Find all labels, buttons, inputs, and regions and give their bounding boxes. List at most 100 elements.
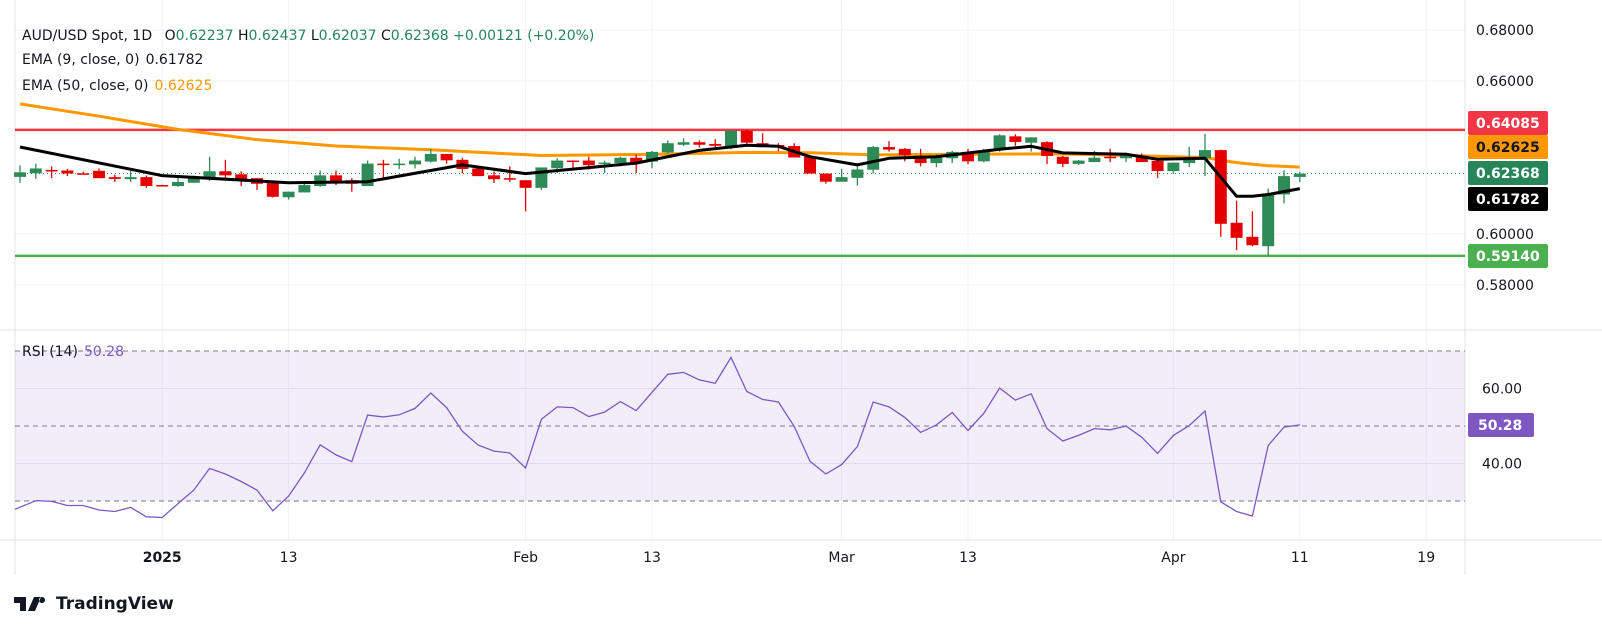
rsi-tick-label: 60.00 <box>1482 382 1522 398</box>
high-label: H <box>237 28 249 44</box>
high-value: 0.62437 <box>248 28 307 44</box>
change-value: +0.00121 (+0.20%) <box>453 28 595 44</box>
ema50-price-badge: 0.62625 <box>1468 135 1548 159</box>
candle <box>61 168 74 177</box>
candle-body <box>1199 150 1211 159</box>
badge-label: 0.61782 <box>1476 192 1540 208</box>
candle <box>1104 148 1117 163</box>
candle-body <box>187 177 200 183</box>
candle <box>1041 141 1053 165</box>
candle <box>693 140 706 148</box>
candle-body <box>630 157 643 163</box>
ema9-price-badge: 0.61782 <box>1468 187 1548 211</box>
candle-body <box>930 157 943 164</box>
symbol-legend: AUD/USD Spot, 1D O0.62237 H0.62437 L0.62… <box>22 28 594 44</box>
candle-body <box>898 148 911 156</box>
candle-body <box>440 153 453 161</box>
candle-body <box>266 183 279 197</box>
candle-body <box>156 185 169 187</box>
ema9-legend[interactable]: EMA (9, close, 0) 0.61782 <box>22 52 203 68</box>
candle <box>282 191 295 200</box>
candle-body <box>867 147 880 170</box>
badge-bg <box>1468 187 1548 211</box>
candle <box>1214 149 1227 237</box>
candle <box>77 171 90 175</box>
candle <box>29 163 42 179</box>
rsi-tick-label: 40.00 <box>1482 457 1522 473</box>
candle-body <box>740 130 753 143</box>
candle-body <box>819 173 832 182</box>
candle-body <box>646 151 658 162</box>
candle-body <box>1293 173 1306 177</box>
candle-body <box>61 170 74 174</box>
candle-body <box>661 143 674 153</box>
badge-bg <box>1468 135 1548 159</box>
ema9-line <box>19 143 1301 198</box>
candle-body <box>77 173 90 175</box>
tradingview-logo-text: TradingView <box>56 594 174 614</box>
time-tick-label: 13 <box>959 550 977 566</box>
candle-body <box>519 180 532 188</box>
candle <box>851 166 864 186</box>
candle <box>472 168 485 177</box>
rsi-legend[interactable]: RSI (14) 50.28 <box>22 344 124 360</box>
ema50-legend[interactable]: EMA (50, close, 0) 0.62625 <box>22 78 212 94</box>
price-tick-label: 0.60000 <box>1476 227 1534 243</box>
candle <box>1183 146 1196 168</box>
badge-label: 50.28 <box>1478 418 1522 434</box>
candle-body <box>993 135 1006 150</box>
time-tick-label: 2025 <box>143 550 182 566</box>
candle <box>1167 162 1180 174</box>
candle-body <box>45 169 58 172</box>
rsi-line <box>14 356 1300 519</box>
candle-body <box>14 172 26 177</box>
candle-body <box>567 160 579 163</box>
candle-body <box>203 171 216 179</box>
candle-body <box>677 142 690 145</box>
candle-body <box>977 150 990 162</box>
candle-body <box>851 169 864 178</box>
candle-body <box>377 163 390 166</box>
price-tick-label: 0.58000 <box>1476 278 1534 294</box>
candle <box>377 159 390 181</box>
candle-body <box>835 177 848 182</box>
candle-body <box>614 157 627 164</box>
candle-body <box>282 191 295 198</box>
candle <box>440 153 453 164</box>
candle-body <box>1262 194 1275 247</box>
badge-label: 0.59140 <box>1476 249 1540 265</box>
candle <box>1025 137 1038 152</box>
candle <box>108 174 121 182</box>
badge-bg <box>1468 244 1548 268</box>
candle <box>1009 134 1022 146</box>
candle-body <box>709 143 722 146</box>
candle-body <box>1088 157 1101 163</box>
candle <box>740 129 753 144</box>
candle <box>1199 133 1211 177</box>
tradingview-logo[interactable]: TradingView <box>14 594 174 614</box>
candle-body <box>804 156 816 174</box>
candle <box>835 168 848 182</box>
candle <box>1246 211 1259 247</box>
low-value: 0.62037 <box>318 28 377 44</box>
candle <box>266 183 279 198</box>
time-tick-label: Apr <box>1161 550 1185 566</box>
candle <box>409 156 421 169</box>
candle-body <box>472 168 485 177</box>
candle-body <box>582 160 595 166</box>
candle-body <box>235 174 248 179</box>
candle-body <box>551 160 564 169</box>
candle-body <box>693 142 706 145</box>
candle-body <box>124 177 137 180</box>
symbol-title[interactable]: AUD/USD Spot, 1D <box>22 28 153 44</box>
tradingview-logo-icon <box>14 597 46 611</box>
badge-bg <box>1468 111 1548 135</box>
price-tick-label: 0.68000 <box>1476 23 1534 39</box>
candle <box>124 170 137 182</box>
candle <box>45 166 58 179</box>
badge-bg <box>1468 412 1534 437</box>
candle-body <box>503 178 516 180</box>
candle <box>314 170 327 187</box>
open-value: 0.62237 <box>175 28 234 44</box>
